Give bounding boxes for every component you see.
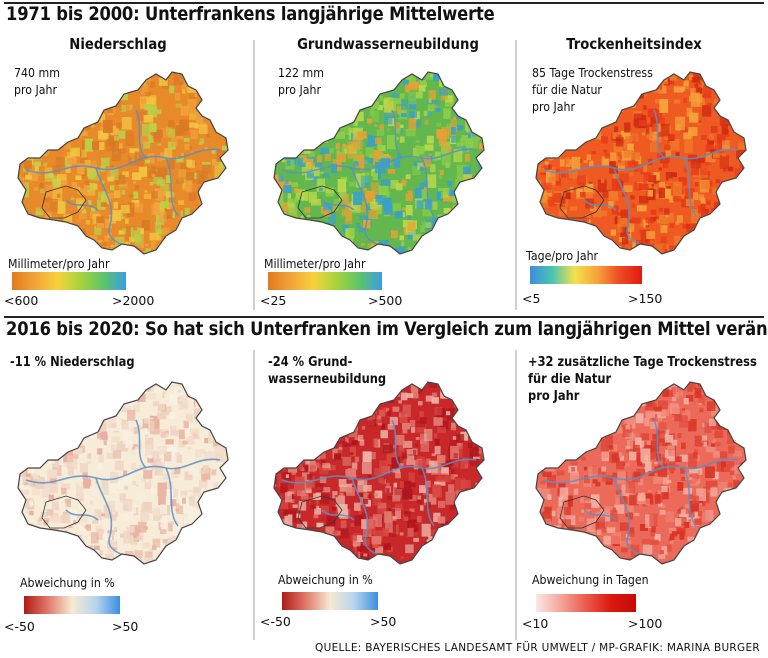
map-container (524, 50, 764, 285)
region-map (273, 71, 485, 255)
legend-max-label: >50 (370, 614, 397, 629)
value-line: für die Natur (528, 372, 612, 387)
panel-title: Niederschlag (69, 35, 167, 53)
legend-color-bar (536, 594, 636, 612)
value-line: 740 mm (14, 65, 60, 80)
separator (253, 350, 255, 640)
separator (515, 40, 517, 310)
legend-min-label: <-50 (4, 619, 35, 634)
legend-min-label: <-50 (260, 614, 291, 629)
legend-title: Abweichung in % (20, 575, 115, 590)
value-label: 122 mm pro Jahr (278, 64, 324, 98)
region-map (535, 381, 747, 565)
value-line: +32 zusätzliche Tage Trockenstress (528, 355, 757, 370)
region-map (273, 381, 485, 565)
value-line: für die Natur (532, 82, 602, 97)
top-rule (4, 2, 764, 4)
value-line: -11 % Niederschlag (10, 355, 135, 370)
map-container (262, 50, 502, 285)
legend-title: Abweichung in % (278, 572, 373, 587)
map-panel: Trockenheitsindex 85 Tage Trockenstress fü… (518, 0, 768, 658)
separator (515, 350, 517, 640)
legend-min-label: <5 (522, 291, 541, 306)
value-label: +32 zusätzliche Tage Trockenstress für di… (528, 354, 757, 405)
value-line: -24 % Grund- (268, 355, 353, 370)
value-label: 85 Tage Trockenstress für die Natur pro Ja… (532, 64, 653, 115)
map-container (6, 360, 246, 595)
legend-max-label: >500 (368, 293, 403, 308)
map-panel: Grundwasserneubildung 122 mm pro Jahr Milli… (256, 0, 506, 658)
panel-title: Trockenheitsindex (566, 35, 702, 53)
panel-title: Grundwasserneubildung (297, 35, 479, 53)
legend-title: Tage/pro Jahr (526, 248, 599, 263)
region-map (535, 71, 747, 255)
value-line: pro Jahr (528, 389, 580, 404)
legend-max-label: >50 (112, 619, 139, 634)
value-line: 85 Tage Trockenstress (532, 65, 653, 80)
legend-min-label: <25 (260, 293, 287, 308)
region-map (17, 381, 229, 565)
legend-color-bar (282, 592, 378, 610)
map-panel: -24 % Grund-wasserneubildung Abweichung i… (256, 0, 506, 658)
value-line: pro Jahr (14, 82, 57, 97)
map-panel: -11 % Niederschlag Abweichung in % <-50 >50 (0, 0, 250, 658)
legend-color-bar (12, 272, 126, 290)
middle-rule (4, 316, 764, 318)
separator (253, 40, 255, 310)
value-label: 740 mm pro Jahr (14, 64, 60, 98)
legend-max-label: >100 (628, 616, 663, 631)
map-container (262, 360, 502, 595)
value-label: -24 % Grund-wasserneubildung (268, 354, 386, 388)
section-title-2016-2020: 2016 bis 2020: So hat sich Unterfranken … (6, 318, 768, 340)
value-line: 122 mm (278, 65, 324, 80)
value-line: pro Jahr (278, 82, 321, 97)
region-map (17, 71, 229, 255)
map-panel: +32 zusätzliche Tage Trockenstress für di… (518, 0, 768, 658)
legend-title: Millimeter/pro Jahr (8, 256, 110, 271)
map-container (6, 50, 246, 285)
legend-max-label: >2000 (112, 293, 155, 308)
legend-title: Millimeter/pro Jahr (264, 256, 366, 271)
legend-color-bar (268, 272, 382, 290)
legend-title: Abweichung in Tagen (532, 572, 649, 587)
value-line: pro Jahr (532, 99, 575, 114)
section-title-1971-2000: 1971 bis 2000: Unterfrankens langjährige… (6, 3, 495, 25)
value-line: wasserneubildung (268, 372, 387, 387)
map-container (524, 360, 764, 595)
legend-color-bar (24, 596, 120, 614)
legend-color-bar (530, 266, 642, 284)
legend-min-label: <600 (4, 293, 39, 308)
value-label: -11 % Niederschlag (10, 354, 135, 371)
source-credit: QUELLE: BAYERISCHES LANDESAMT FÜR UMWELT… (315, 642, 760, 654)
legend-max-label: >150 (628, 291, 663, 306)
legend-min-label: <10 (522, 616, 549, 631)
map-panel: Niederschlag 740 mm pro Jahr Millimeter/pro… (0, 0, 250, 658)
